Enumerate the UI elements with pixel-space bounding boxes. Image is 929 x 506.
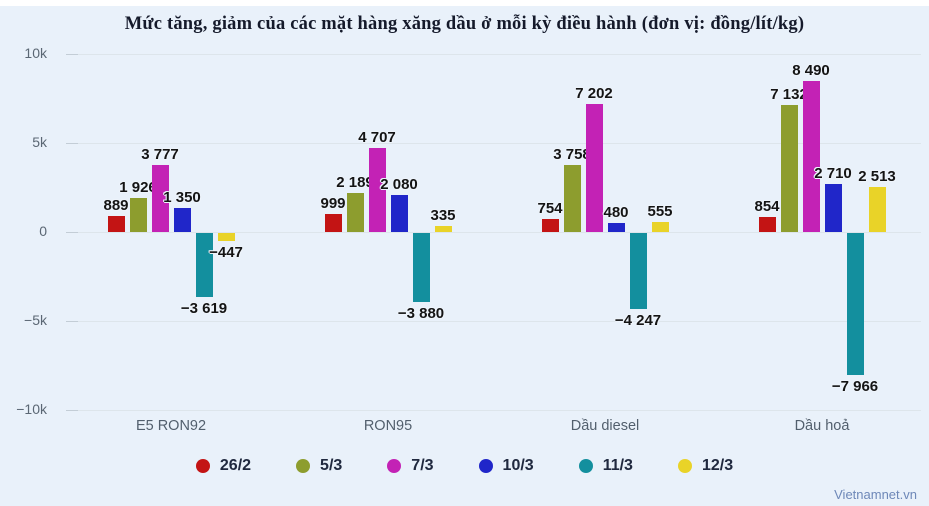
legend: 26/2 5/3 7/3 10/3 11/3 12/3 <box>0 457 929 475</box>
gridline <box>66 321 921 322</box>
legend-swatch-icon <box>677 459 692 473</box>
bar-value-label: −4 247 <box>614 311 662 329</box>
bar-12/3-RON95 <box>434 226 452 232</box>
bar-value-label: 2 189 <box>336 174 374 192</box>
bar-value-label: 335 <box>430 207 456 225</box>
legend-swatch-icon <box>195 459 210 473</box>
y-tick-label: 0 <box>39 223 47 239</box>
legend-item-12/3: 12/3 <box>677 457 734 475</box>
legend-swatch-icon <box>578 459 593 473</box>
bar-value-label: 1 926 <box>119 178 157 196</box>
bar-value-label: 7 202 <box>575 84 613 102</box>
legend-label: 10/3 <box>502 457 534 474</box>
bar-7/3-Dầu hoả <box>802 80 820 232</box>
y-tick-label: −10k <box>16 401 47 417</box>
bar-10/3-RON95 <box>390 194 408 232</box>
bar-5/3-Dầu diesel <box>563 165 581 232</box>
bar-value-label: −3 619 <box>180 300 228 318</box>
bar-value-label: 3 777 <box>141 145 179 163</box>
bar-value-label: −7 966 <box>831 377 879 395</box>
legend-item-26/2: 26/2 <box>195 457 252 475</box>
bar-11/3-Dầu hoả <box>846 233 864 375</box>
legend-item-10/3: 10/3 <box>478 457 534 475</box>
bar-12/3-Dầu diesel <box>651 222 669 232</box>
bar-7/3-RON95 <box>368 148 386 232</box>
bar-value-label: 2 080 <box>380 175 418 193</box>
legend-swatch-icon <box>478 459 493 473</box>
legend-item-11/3: 11/3 <box>578 457 633 475</box>
bar-value-label: 1 350 <box>163 188 201 206</box>
bar-11/3-Dầu diesel <box>629 233 647 309</box>
category-label: E5 RON92 <box>135 418 207 434</box>
bar-26/2-E5 RON92 <box>107 216 125 232</box>
gridline <box>66 232 921 233</box>
bar-value-label: 854 <box>754 197 780 215</box>
legend-swatch-icon <box>387 459 402 473</box>
legend-label: 26/2 <box>219 457 252 474</box>
bar-11/3-RON95 <box>412 233 430 303</box>
bar-value-label: 754 <box>537 199 563 217</box>
y-tick-label: −5k <box>24 312 47 328</box>
category-label: Dầu diesel <box>570 418 640 434</box>
bar-11/3-E5 RON92 <box>195 233 213 298</box>
bar-5/3-E5 RON92 <box>129 197 147 232</box>
bar-12/3-E5 RON92 <box>217 233 235 241</box>
gridline <box>66 143 921 144</box>
legend-label: 11/3 <box>602 457 633 474</box>
bar-7/3-E5 RON92 <box>151 164 169 232</box>
bar-value-label: 555 <box>647 203 673 221</box>
gridline <box>66 410 921 411</box>
bar-value-label: 999 <box>320 195 346 213</box>
legend-item-5/3: 5/3 <box>296 457 342 475</box>
bar-value-label: 480 <box>603 204 629 222</box>
bar-value-label: 4 707 <box>358 129 396 147</box>
bar-value-label: −3 880 <box>397 305 445 323</box>
bar-value-label: 7 132 <box>770 86 808 104</box>
y-tick-label: 5k <box>32 134 47 150</box>
bar-10/3-Dầu diesel <box>607 223 625 232</box>
legend-swatch-icon <box>296 459 311 473</box>
bar-26/2-RON95 <box>324 214 342 232</box>
chart-title: Mức tăng, giảm của các mặt hàng xăng dầu… <box>124 14 805 34</box>
top-edge <box>0 0 929 6</box>
gridline <box>66 54 921 55</box>
bar-12/3-Dầu hoả <box>868 187 886 232</box>
y-tick-label: 10k <box>24 45 47 61</box>
legend-label: 12/3 <box>701 457 734 474</box>
bar-26/2-Dầu diesel <box>541 218 559 232</box>
bar-26/2-Dầu hoả <box>758 216 776 232</box>
bar-10/3-Dầu hoả <box>824 183 842 232</box>
legend-label: 5/3 <box>320 457 343 474</box>
watermark: Vietnamnet.vn <box>834 487 917 502</box>
category-label: Dầu hoả <box>794 418 850 434</box>
bar-5/3-RON95 <box>346 193 364 232</box>
bar-value-label: 2 710 <box>814 164 852 182</box>
bar-value-label: −447 <box>209 243 243 261</box>
bar-value-label: 889 <box>103 197 129 215</box>
bar-10/3-E5 RON92 <box>173 207 191 232</box>
bar-value-label: 2 513 <box>858 168 896 186</box>
bar-7/3-Dầu diesel <box>585 103 603 232</box>
bar-5/3-Dầu hoả <box>780 105 798 232</box>
legend-label: 7/3 <box>411 457 434 474</box>
legend-item-7/3: 7/3 <box>387 457 434 475</box>
category-label: RON95 <box>363 418 413 434</box>
bar-value-label: 8 490 <box>792 61 830 79</box>
bar-value-label: 3 758 <box>553 146 591 164</box>
